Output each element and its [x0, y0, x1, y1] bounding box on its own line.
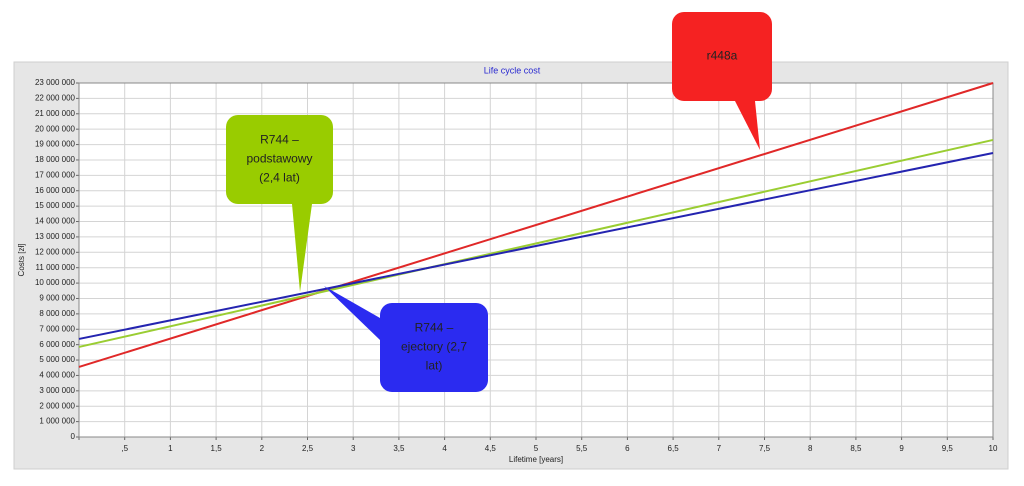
- chart-title: Life cycle cost: [484, 65, 541, 75]
- y-tick-label: 16 000 000: [35, 186, 76, 195]
- y-tick-label: 0: [71, 432, 76, 441]
- callout-text: (2,4 lat): [259, 171, 300, 185]
- x-tick-label: 1,5: [211, 444, 223, 453]
- callout-box: [672, 12, 772, 101]
- x-tick-label: 8,5: [850, 444, 862, 453]
- y-tick-label: 10 000 000: [35, 278, 76, 287]
- callout-text: ejectory (2,7: [401, 340, 467, 354]
- series-line: [78, 152, 994, 340]
- x-tick-label: 9,5: [942, 444, 954, 453]
- x-tick-label: 2: [260, 444, 265, 453]
- x-tick-label: 5: [534, 444, 539, 453]
- y-tick-label: 20 000 000: [35, 124, 76, 133]
- callout-text: R744 –: [260, 133, 299, 147]
- x-tick-label: 3: [351, 444, 356, 453]
- y-tick-label: 23 000 000: [35, 78, 76, 87]
- y-tick-label: 17 000 000: [35, 170, 76, 179]
- x-tick-label: 10: [989, 444, 998, 453]
- y-tick-label: 15 000 000: [35, 201, 76, 210]
- callout-text: r448a: [707, 49, 738, 63]
- callout-box: [380, 303, 488, 392]
- series-line: [78, 138, 994, 348]
- y-tick-label: 1 000 000: [39, 417, 75, 426]
- callout: R744 – ejectory (2,7 lat): [324, 286, 488, 392]
- callout: r448a: [672, 12, 772, 150]
- y-tick-label: 14 000 000: [35, 217, 76, 226]
- y-tick-label: 9 000 000: [39, 294, 75, 303]
- y-tick-label: 13 000 000: [35, 232, 76, 241]
- x-tick-label: 6,5: [668, 444, 680, 453]
- y-tick-label: 11 000 000: [36, 263, 76, 272]
- x-tick-label: 4,5: [485, 444, 497, 453]
- x-tick-label: ,5: [121, 444, 128, 453]
- callout-pointer: [324, 286, 380, 340]
- y-tick-label: 19 000 000: [35, 140, 76, 149]
- x-tick-label: 9: [899, 444, 904, 453]
- y-tick-label: 6 000 000: [39, 340, 75, 349]
- y-tick-label: 21 000 000: [35, 109, 76, 118]
- y-tick-label: 2 000 000: [39, 401, 75, 410]
- x-tick-label: 8: [808, 444, 813, 453]
- callout-box: [226, 115, 333, 204]
- y-tick-label: 8 000 000: [39, 309, 75, 318]
- x-tick-label: 4: [442, 444, 447, 453]
- callout-text: podstawowy: [246, 152, 312, 166]
- x-tick-label: 7: [717, 444, 722, 453]
- x-axis-label: Lifetime [years]: [509, 455, 563, 464]
- x-tick-label: 5,5: [576, 444, 588, 453]
- y-tick-label: 4 000 000: [39, 371, 75, 380]
- y-tick-label: 12 000 000: [35, 247, 76, 256]
- y-tick-label: 18 000 000: [35, 155, 76, 164]
- series-line: [78, 82, 994, 368]
- callout-pointer: [735, 101, 760, 150]
- y-tick-label: 22 000 000: [35, 94, 76, 103]
- plot-border: [78, 82, 994, 438]
- x-tick-label: 2,5: [302, 444, 314, 453]
- y-axis-label: Costs [zł]: [17, 244, 26, 277]
- callout-text: R744 –: [415, 321, 454, 335]
- callout-pointer: [292, 204, 312, 292]
- callout-text: lat): [426, 359, 443, 373]
- y-tick-label: 7 000 000: [39, 324, 75, 333]
- x-tick-label: 3,5: [393, 444, 405, 453]
- y-tick-label: 5 000 000: [39, 355, 75, 364]
- callout: R744 – podstawowy (2,4 lat): [226, 115, 333, 292]
- x-tick-label: 6: [625, 444, 630, 453]
- y-tick-label: 3 000 000: [39, 386, 75, 395]
- x-tick-label: 7,5: [759, 444, 771, 453]
- x-tick-label: 1: [168, 444, 173, 453]
